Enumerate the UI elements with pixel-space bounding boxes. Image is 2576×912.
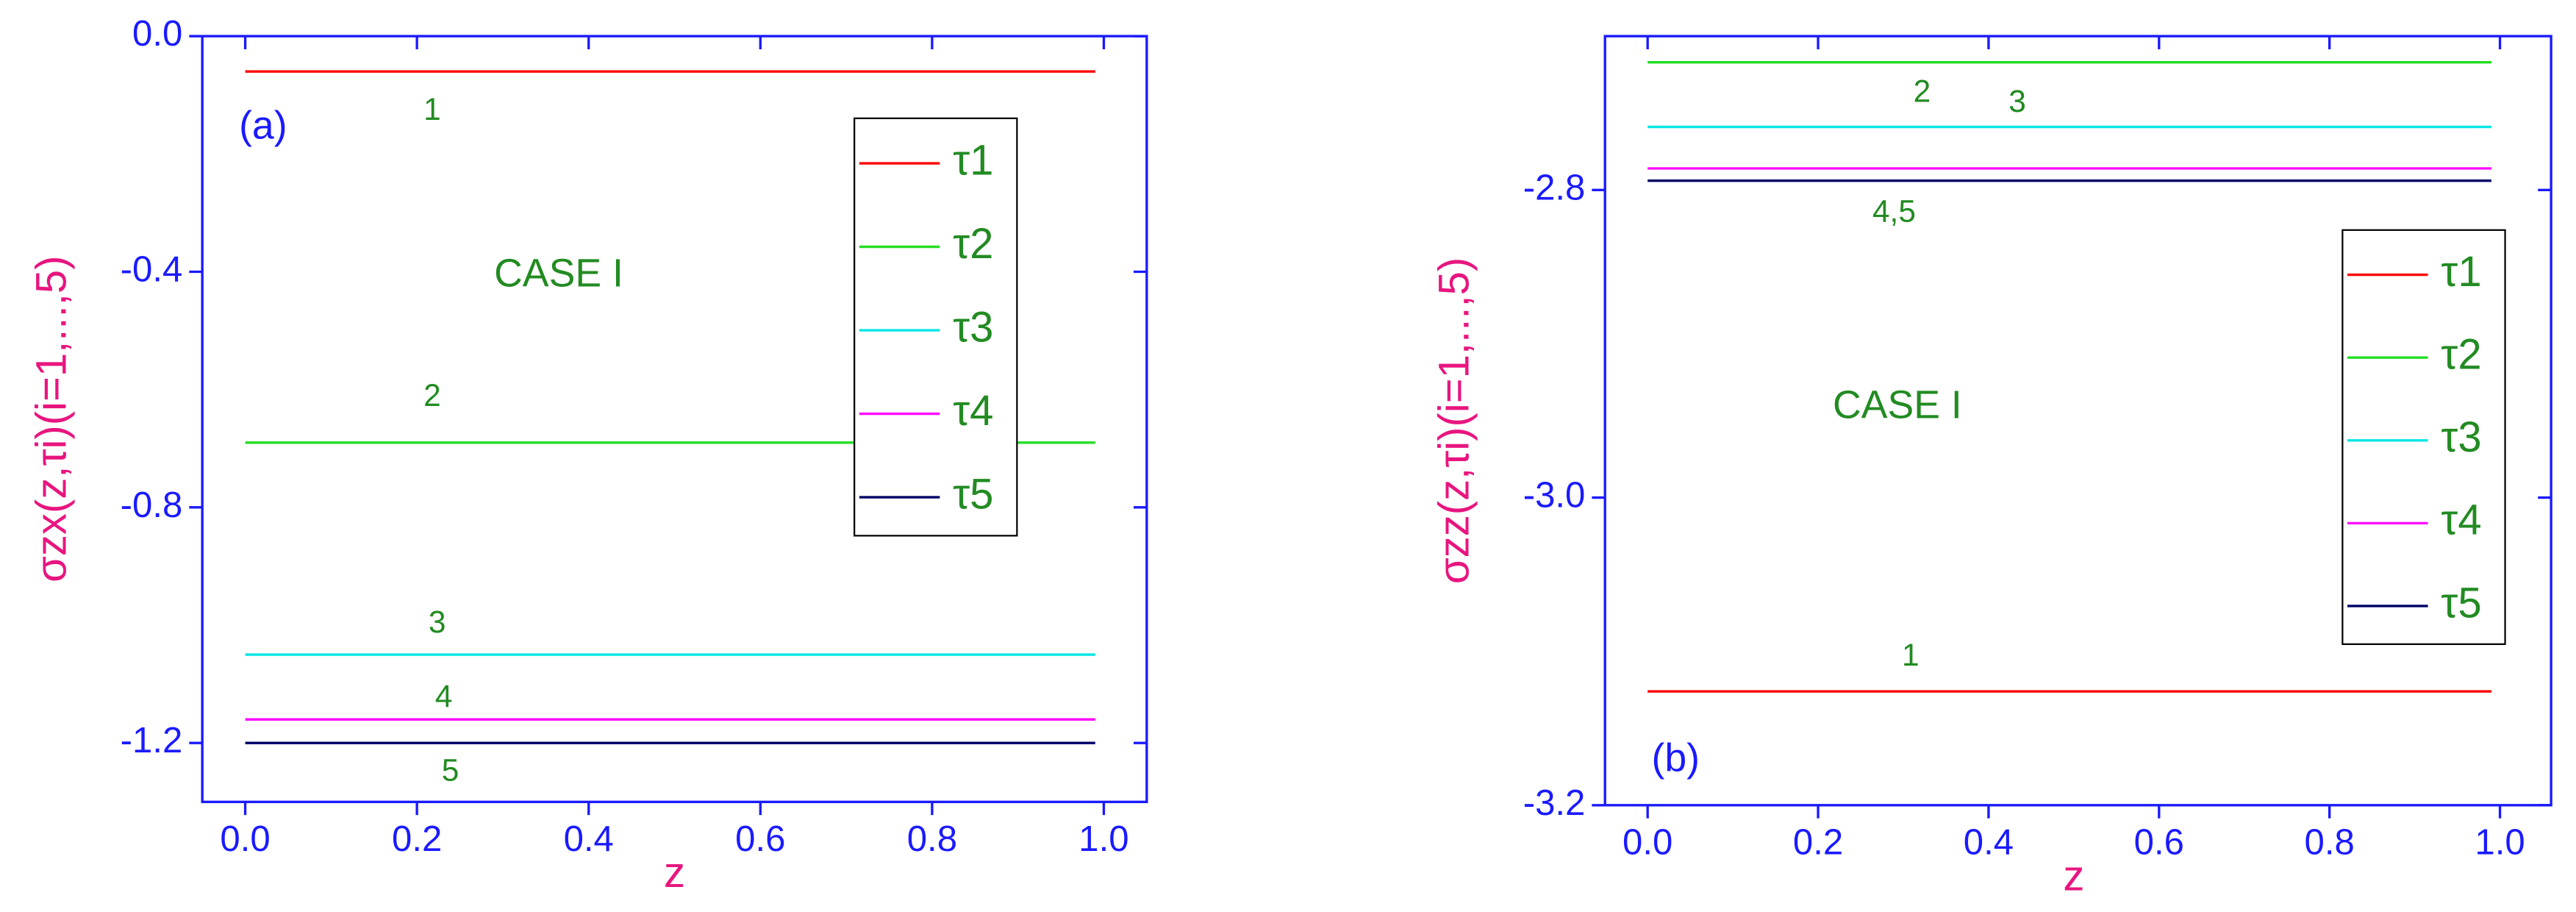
plot-frame	[201, 35, 1148, 803]
annotation: CASE I	[1833, 382, 1962, 427]
annotation: (a)	[239, 103, 287, 147]
x-tick-label: 0.8	[907, 819, 957, 859]
x-tick-label: 0.8	[2305, 822, 2355, 862]
plot-frame	[1603, 35, 2552, 807]
legend-label: τ4	[2441, 496, 2481, 544]
y-axis-title: σzx(z,τi)(i=1,...,5)	[27, 256, 75, 583]
x-axis-title: z	[2063, 852, 2084, 900]
x-tick-label: 0.0	[1622, 822, 1672, 862]
x-tick-label: 0.2	[1793, 822, 1843, 862]
x-tick-label: 0.0	[220, 819, 270, 859]
legend-label: τ5	[2441, 579, 2481, 627]
x-tick-label: 1.0	[1078, 819, 1128, 859]
annotation: 1	[1902, 638, 1920, 672]
y-tick-label: -3.0	[1523, 476, 1586, 516]
y-tick-label: -0.4	[121, 249, 183, 289]
legend-box	[2341, 229, 2506, 645]
annotation: 2	[1914, 74, 1931, 109]
annotation: 4,5	[1872, 194, 1916, 229]
panel: 0.0 0.2 0.4 0.6 0.8 1.0 -2.8 -3.0 -3.2 z σzz(z,τi)…	[1430, 35, 2552, 900]
x-axis-title: z	[664, 849, 685, 897]
legend-label: τ1	[953, 136, 993, 184]
y-tick-label: -2.8	[1523, 168, 1586, 207]
annotation: 3	[429, 605, 446, 639]
x-tick-label: 0.6	[2134, 822, 2184, 862]
annotation: 2	[423, 378, 441, 413]
annotation: 3	[2008, 84, 2026, 118]
annotation: 1	[423, 92, 441, 127]
x-tick-label: 0.6	[735, 819, 785, 859]
legend-label: τ1	[2441, 248, 2481, 296]
annotation: 5	[442, 752, 459, 787]
y-tick-label: -0.8	[121, 485, 183, 525]
panel: 0.0 0.2 0.4 0.6 0.8 1.0 0.0 -0.4 -0.8 -1.2 z σzx(z,…	[27, 14, 1148, 897]
y-tick-label: 0.0	[132, 14, 182, 54]
annotation: (b)	[1652, 736, 1700, 780]
y-tick-label: -1.2	[121, 721, 183, 760]
legend-label: τ2	[2441, 331, 2481, 379]
x-tick-label: 0.4	[1964, 822, 2014, 862]
y-axis-title: σzz(z,τi)(i=1,...,5)	[1430, 257, 1478, 584]
legend-box	[854, 117, 1018, 537]
legend-label: τ3	[953, 303, 993, 351]
legend-label: τ2	[953, 220, 993, 268]
legend-label: τ4	[953, 387, 993, 435]
x-tick-label: 0.2	[392, 819, 442, 859]
x-tick-label: 0.4	[564, 819, 614, 859]
annotation: 4	[435, 679, 453, 713]
x-tick-label: 1.0	[2475, 822, 2525, 862]
y-tick-label: -3.2	[1523, 783, 1586, 823]
legend-label: τ3	[2441, 413, 2481, 461]
legend-label: τ5	[953, 470, 993, 518]
annotation: CASE I	[494, 252, 623, 296]
